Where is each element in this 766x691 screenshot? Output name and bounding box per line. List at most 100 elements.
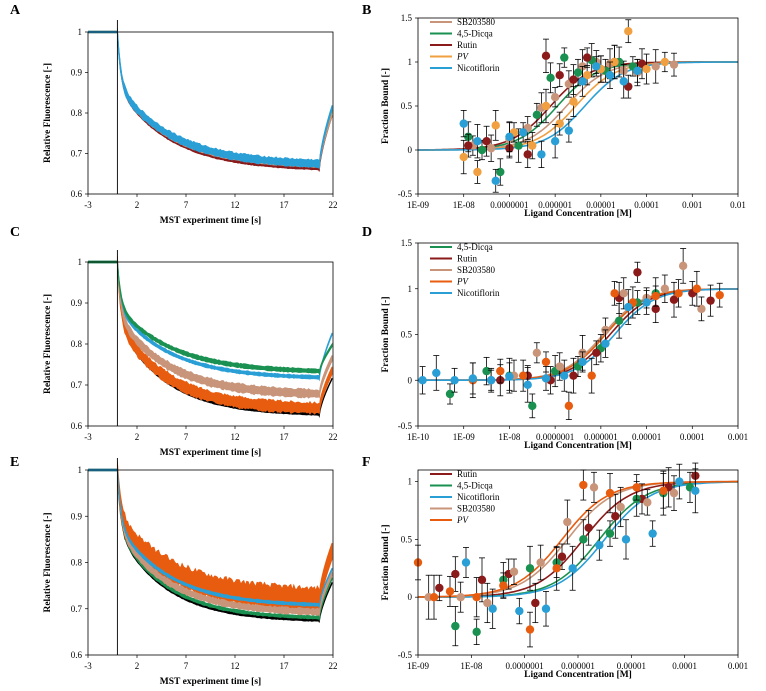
data-point-PV <box>518 371 528 380</box>
data-point-PV <box>564 401 574 411</box>
data-point-PV <box>445 587 455 596</box>
panel-label: B <box>362 3 371 18</box>
y-tick-label: 1.5 <box>401 238 413 248</box>
data-point-Rutin <box>584 523 593 533</box>
trace-Nicotiflorin <box>117 260 333 382</box>
data-point-PV <box>473 167 482 177</box>
data-point-PV <box>692 284 702 293</box>
data-point-PV <box>528 141 537 150</box>
legend-label: Nicotiflorin <box>457 288 500 298</box>
fit-curve-Nicotiflorin <box>417 481 739 598</box>
data-point-Nicotiflorin <box>541 374 551 383</box>
data-point-4,5-Dicqa <box>482 366 491 376</box>
x-tick-label: 17 <box>280 200 290 210</box>
data-point-Nicotiflorin <box>468 374 478 383</box>
trace-PV <box>117 461 333 614</box>
y-tick-label: 0 <box>408 375 413 385</box>
x-axis-label: MST experiment time [s] <box>160 216 261 226</box>
legend-label: Nicotiflorin <box>457 492 500 502</box>
data-point-Nicotiflorin <box>450 376 459 385</box>
data-point-Nicotiflorin <box>432 368 441 378</box>
data-point-PV <box>610 57 619 67</box>
data-point-4,5-Dicqa <box>525 564 535 573</box>
data-point-PV <box>569 97 578 106</box>
data-point-Nicotiflorin <box>505 372 514 381</box>
data-point-PV <box>605 488 615 498</box>
data-point-Nicotiflorin <box>537 150 546 159</box>
data-point-PV <box>660 57 670 67</box>
x-tick-label: 7 <box>184 200 189 210</box>
y-axis-label: Relative Fluorescence [-] <box>43 512 53 612</box>
data-point-4,5-Dicqa <box>514 141 523 150</box>
x-axis-label: MST experiment time [s] <box>160 677 261 687</box>
panel-E: E -3 2 7 12 17 22 0.6 0.7 0.8 0.9 1 MST experiment t… <box>10 455 338 687</box>
data-point-Rutin <box>569 371 578 380</box>
data-point-PV <box>496 366 505 376</box>
data-point-Nicotiflorin <box>459 119 468 128</box>
x-axis-label: Ligand Concentration [M] <box>524 209 632 219</box>
data-point-4,5-Dicqa <box>560 53 569 62</box>
panel-C: C -3 2 7 12 17 22 0.6 0.7 0.8 0.9 1 MST experiment t… <box>10 225 338 458</box>
data-point-PV <box>659 486 668 496</box>
legend-label: 4,5-Dicqa <box>457 481 493 491</box>
trace-SB203580 <box>117 30 333 169</box>
data-point-Rutin <box>582 53 592 62</box>
x-tick-label: 1E-09 <box>407 200 429 210</box>
data-point-SB203580 <box>678 261 688 271</box>
data-point-Rutin <box>541 51 551 61</box>
y-tick-label: 1 <box>408 284 413 294</box>
data-point-SB203580 <box>697 304 706 314</box>
x-tick-label: 1E-08 <box>498 432 520 442</box>
x-tick-label: 0.0001 <box>672 661 697 671</box>
legend-label: PV <box>456 277 469 287</box>
data-point-4,5-Dicqa <box>496 167 505 177</box>
data-point-SB203580 <box>555 362 564 371</box>
legend-label: Rutin <box>457 40 478 50</box>
data-point-4,5-Dicqa <box>605 529 615 538</box>
data-point-4,5-Dicqa <box>445 389 455 399</box>
trace-4,5-Dicqa <box>117 468 333 622</box>
x-tick-label: 1E-08 <box>460 661 482 671</box>
x-tick-label: 2 <box>135 432 140 442</box>
data-point-Nicotiflorin <box>691 486 700 496</box>
data-point-Rutin <box>523 150 532 159</box>
data-point-PV <box>459 152 468 162</box>
y-tick-label: 0.7 <box>71 149 83 159</box>
data-point-Nicotiflorin <box>619 77 628 86</box>
x-tick-label: 0.0001 <box>634 200 659 210</box>
panel-label: F <box>362 455 371 470</box>
fit-curve-PV <box>417 480 738 598</box>
data-point-Rutin <box>706 296 715 305</box>
data-point-SB203580 <box>536 558 545 567</box>
data-point-Rutin <box>651 304 660 314</box>
y-tick-label: 0.9 <box>71 298 83 308</box>
legend-label: SB203580 <box>457 17 496 27</box>
y-tick-label: 1 <box>78 257 83 267</box>
data-point-Nicotiflorin <box>624 302 633 312</box>
data-point-Nicotiflorin <box>461 558 471 567</box>
data-point-Nicotiflorin <box>550 137 560 146</box>
legend-label: Nicotiflorin <box>457 63 500 73</box>
y-tick-label: 1 <box>408 57 413 67</box>
data-point-SB203580 <box>660 284 670 293</box>
y-tick-label: 1 <box>408 477 413 487</box>
data-point-Nicotiflorin <box>505 132 514 141</box>
y-tick-label: 0.6 <box>71 650 83 660</box>
x-tick-label: 12 <box>231 661 240 671</box>
x-tick-label: 1E-09 <box>407 661 429 671</box>
y-axis-label: Relative Fluorescence [-] <box>43 294 53 394</box>
trace-SB203580 <box>117 257 333 399</box>
x-tick-label: 22 <box>329 200 338 210</box>
y-tick-label: 0.9 <box>71 68 83 78</box>
x-tick-label: -3 <box>84 200 92 210</box>
data-point-Nicotiflorin <box>473 137 482 146</box>
x-tick-label: 0.001 <box>682 200 702 210</box>
data-point-PV <box>610 289 619 298</box>
data-point-4,5-Dicqa <box>614 316 624 325</box>
y-tick-label: 0.7 <box>71 380 83 390</box>
data-point-SB203580 <box>669 60 679 69</box>
data-point-PV <box>642 64 651 74</box>
data-point-Nicotiflorin <box>515 606 524 616</box>
data-point-SB203580 <box>589 483 599 492</box>
data-point-PV <box>651 291 660 301</box>
